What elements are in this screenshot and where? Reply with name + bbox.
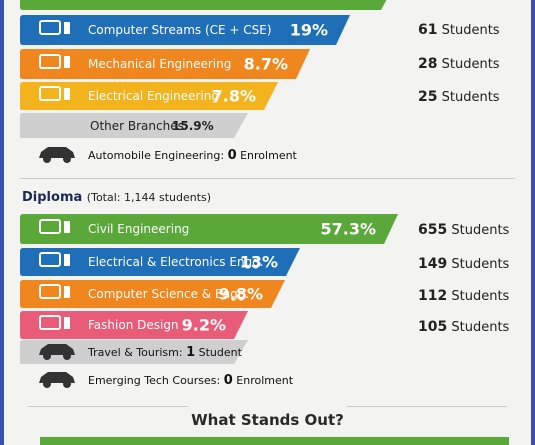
icon (36, 218, 76, 236)
bar: Other Branches 15.9% (20, 113, 248, 138)
car-icon (36, 369, 78, 393)
icon (36, 251, 76, 269)
car-icon (36, 341, 78, 365)
bar: Civil Engineering 57.3% (20, 214, 398, 244)
bar: Computer Streams (CE + CSE) 19% (20, 15, 350, 45)
student-count: 28 Students (418, 56, 500, 72)
student-count: 105 Students (418, 319, 509, 335)
icon (36, 283, 76, 301)
icon (36, 19, 76, 37)
bar-percent: 9.8% (218, 284, 263, 304)
bar-label: Civil Engineering (88, 222, 190, 236)
diploma-title: Diploma (22, 190, 83, 205)
rule (28, 406, 188, 407)
bar-percent: 8.7% (243, 54, 288, 74)
bar-label: Computer Streams (CE + CSE) (88, 23, 272, 37)
bar-percent: 9.2% (181, 315, 226, 335)
student-count: 112 Students (418, 288, 509, 304)
bar: Electrical Engineering 7.8% (20, 82, 278, 110)
bar-percent: 19% (289, 20, 328, 40)
bar: Computer Science & Engg. 9.8% (20, 280, 285, 308)
unit: Students (441, 90, 500, 105)
count: 149 (418, 256, 448, 272)
unit: Students (451, 320, 510, 335)
student-count: 655 Students (418, 222, 509, 238)
diploma-heading: Diploma (Total: 1,144 students) (22, 190, 211, 205)
count: 25 (418, 89, 438, 105)
bar: Electrical & Electronics Engg. 13% (20, 248, 300, 276)
bar-label: Electrical Engineering (88, 89, 219, 103)
bar-label: Electrical & Electronics Engg. (88, 255, 264, 269)
footer-heading: What Stands Out? (191, 411, 344, 429)
note: Emerging Tech Courses: 0 Enrolment (88, 373, 293, 388)
count: 28 (418, 56, 438, 72)
bar-percent: 13% (239, 252, 278, 272)
bar-percent: 7.8% (211, 86, 256, 106)
student-count: 25 Students (418, 89, 500, 105)
note-unit: Enrolment (236, 374, 294, 387)
note-count: 1 (186, 345, 196, 360)
bar-label: Mechanical Engineering (88, 57, 232, 71)
clipped-bar (20, 0, 395, 10)
unit: Students (441, 23, 500, 38)
icon (36, 53, 76, 71)
car-icon (36, 144, 78, 168)
note-label: Emerging Tech Courses: (88, 374, 221, 387)
unit: Students (441, 57, 500, 72)
note-label: Automobile Engineering: (88, 149, 225, 162)
bar-label: Fashion Design (88, 318, 179, 332)
unit: Students (451, 289, 510, 304)
count: 105 (418, 319, 448, 335)
student-count: 61 Students (418, 22, 500, 38)
unit: Students (451, 257, 510, 272)
count: 112 (418, 288, 448, 304)
bar: Mechanical Engineering 8.7% (20, 49, 310, 79)
bar-percent: 57.3% (320, 219, 376, 239)
bar-label: Other Branches (90, 118, 184, 133)
count: 61 (418, 22, 438, 38)
note: Automobile Engineering: 0 Enrolment (88, 148, 297, 163)
diploma-total: (Total: 1,144 students) (86, 191, 212, 204)
bar-label: Computer Science & Engg. (88, 287, 250, 301)
separator (20, 178, 515, 179)
count: 655 (418, 222, 448, 238)
note-count: 0 (223, 373, 233, 388)
note-label: Travel & Tourism: (88, 346, 183, 359)
icon (36, 314, 76, 332)
icon (36, 85, 76, 103)
note-count: 0 (227, 148, 237, 163)
bar-percent: 15.9% (172, 118, 214, 133)
student-count: 149 Students (418, 256, 509, 272)
rule (347, 406, 507, 407)
bar: Fashion Design 9.2% (20, 311, 248, 339)
note-unit: Enrolment (240, 149, 297, 162)
unit: Students (451, 223, 510, 238)
note-unit: Student (198, 346, 242, 359)
note: Travel & Tourism: 1 Student (88, 345, 242, 360)
footer-bar (40, 437, 509, 445)
